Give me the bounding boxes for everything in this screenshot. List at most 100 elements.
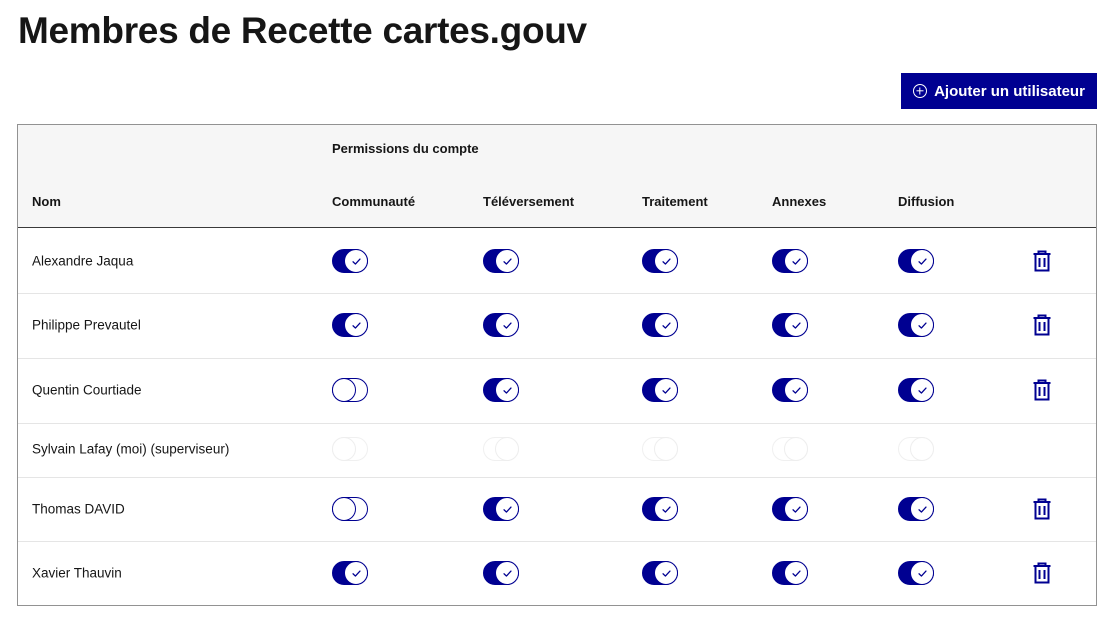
toggle-annexes[interactable] xyxy=(772,497,808,521)
check-icon xyxy=(502,257,512,265)
check-icon xyxy=(502,386,512,394)
trash-icon xyxy=(1032,379,1052,401)
toggle-knob xyxy=(332,497,356,521)
member-name: Quentin Courtiade xyxy=(32,382,142,398)
toggle-knob xyxy=(332,378,356,402)
toggle-communaute[interactable] xyxy=(332,497,368,521)
toggle-diffusion[interactable] xyxy=(898,561,934,585)
toggle-knob xyxy=(344,561,368,585)
table-header: Permissions du compte Nom Communauté Tél… xyxy=(18,125,1096,228)
toggle-televersement[interactable] xyxy=(483,497,519,521)
check-icon xyxy=(661,321,671,329)
table-row: Quentin Courtiade xyxy=(18,359,1096,424)
toggle-televersement[interactable] xyxy=(483,561,519,585)
member-name: Thomas DAVID xyxy=(32,501,125,517)
toggle-traitement[interactable] xyxy=(642,378,678,402)
member-name: Sylvain Lafay (moi) (superviseur) xyxy=(32,441,230,457)
toggle-communaute xyxy=(332,437,368,461)
toggle-televersement xyxy=(483,437,519,461)
column-header-diffusion: Diffusion xyxy=(898,194,955,209)
table-row: Philippe Prevautel xyxy=(18,294,1096,359)
toggle-knob xyxy=(654,313,678,337)
toggle-knob xyxy=(784,378,808,402)
check-icon xyxy=(917,321,927,329)
check-icon xyxy=(661,505,671,513)
delete-user-button[interactable] xyxy=(1032,498,1052,520)
member-name: Xavier Thauvin xyxy=(32,565,122,581)
toggle-knob xyxy=(495,561,519,585)
toggle-diffusion[interactable] xyxy=(898,313,934,337)
check-icon xyxy=(791,257,801,265)
member-name: Philippe Prevautel xyxy=(32,317,141,333)
table-row: Xavier Thauvin xyxy=(18,542,1096,606)
check-icon xyxy=(502,505,512,513)
toggle-annexes xyxy=(772,437,808,461)
delete-user-button[interactable] xyxy=(1032,250,1052,272)
check-icon xyxy=(502,321,512,329)
toggle-traitement[interactable] xyxy=(642,497,678,521)
toggle-knob xyxy=(332,437,356,461)
toggle-knob xyxy=(495,497,519,521)
toggle-annexes[interactable] xyxy=(772,561,808,585)
toggle-annexes[interactable] xyxy=(772,313,808,337)
toggle-knob xyxy=(910,313,934,337)
toggle-annexes[interactable] xyxy=(772,378,808,402)
delete-user-button[interactable] xyxy=(1032,562,1052,584)
toggle-diffusion[interactable] xyxy=(898,249,934,273)
toggle-televersement[interactable] xyxy=(483,249,519,273)
delete-user-button[interactable] xyxy=(1032,379,1052,401)
table-row: Sylvain Lafay (moi) (superviseur) xyxy=(18,424,1096,478)
toggle-communaute[interactable] xyxy=(332,313,368,337)
check-icon xyxy=(917,505,927,513)
toggle-traitement[interactable] xyxy=(642,249,678,273)
toggle-traitement[interactable] xyxy=(642,313,678,337)
toggle-televersement[interactable] xyxy=(483,378,519,402)
check-icon xyxy=(661,257,671,265)
toggle-diffusion[interactable] xyxy=(898,497,934,521)
toggle-communaute[interactable] xyxy=(332,249,368,273)
toggle-knob xyxy=(910,497,934,521)
toggle-knob xyxy=(495,313,519,337)
check-icon xyxy=(502,569,512,577)
toggle-traitement[interactable] xyxy=(642,561,678,585)
toggle-knob xyxy=(784,313,808,337)
add-user-button[interactable]: Ajouter un utilisateur xyxy=(901,73,1097,109)
toggle-knob xyxy=(784,497,808,521)
toggle-knob xyxy=(344,249,368,273)
check-icon xyxy=(791,569,801,577)
toggle-televersement[interactable] xyxy=(483,313,519,337)
delete-user-button[interactable] xyxy=(1032,314,1052,336)
toggle-knob xyxy=(910,249,934,273)
table-row: Thomas DAVID xyxy=(18,478,1096,542)
column-header-annexes: Annexes xyxy=(772,194,827,209)
toggle-knob xyxy=(784,437,808,461)
trash-icon xyxy=(1032,498,1052,520)
check-icon xyxy=(917,569,927,577)
check-icon xyxy=(791,321,801,329)
toggle-knob xyxy=(784,249,808,273)
toggle-traitement xyxy=(642,437,678,461)
check-icon xyxy=(791,386,801,394)
check-icon xyxy=(917,257,927,265)
add-circle-icon xyxy=(913,84,928,98)
table-row: Alexandre Jaqua xyxy=(18,229,1096,294)
trash-icon xyxy=(1032,562,1052,584)
toggle-knob xyxy=(910,561,934,585)
add-user-button-label: Ajouter un utilisateur xyxy=(934,82,1085,100)
check-icon xyxy=(351,257,361,265)
toggle-communaute[interactable] xyxy=(332,561,368,585)
check-icon xyxy=(351,569,361,577)
toggle-communaute[interactable] xyxy=(332,378,368,402)
toggle-diffusion[interactable] xyxy=(898,378,934,402)
column-header-traitement: Traitement xyxy=(642,194,708,209)
check-icon xyxy=(661,569,671,577)
check-icon xyxy=(791,505,801,513)
toggle-knob xyxy=(784,561,808,585)
check-icon xyxy=(917,386,927,394)
toggle-knob xyxy=(654,249,678,273)
toggle-annexes[interactable] xyxy=(772,249,808,273)
member-name: Alexandre Jaqua xyxy=(32,253,134,269)
page-title: Membres de Recette cartes.gouv xyxy=(18,10,587,51)
toggle-knob xyxy=(654,561,678,585)
toggle-knob xyxy=(910,437,934,461)
